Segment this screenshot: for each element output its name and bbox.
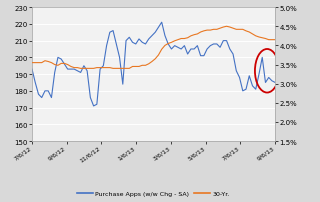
Legend: Purchase Apps (w/w Chg - SA), 30-Yr.: Purchase Apps (w/w Chg - SA), 30-Yr. (75, 188, 232, 199)
